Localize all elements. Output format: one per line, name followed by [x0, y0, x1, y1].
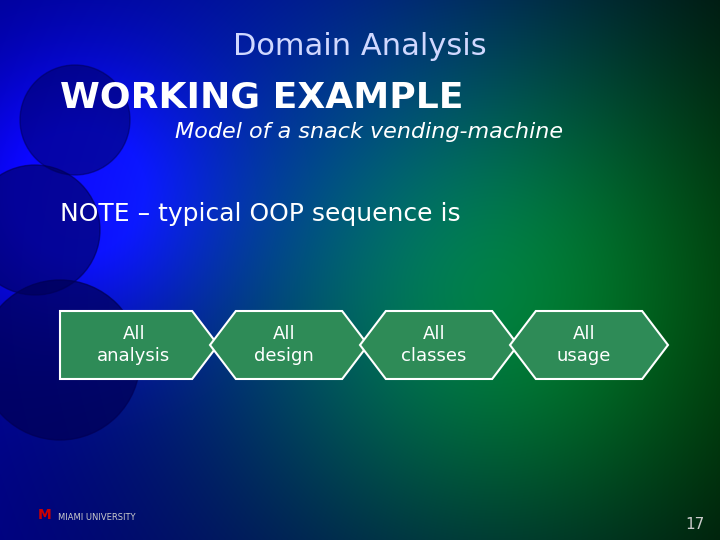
Text: M: M	[38, 508, 52, 522]
Circle shape	[20, 65, 130, 175]
Circle shape	[0, 165, 100, 295]
Text: NOTE – typical OOP sequence is: NOTE – typical OOP sequence is	[60, 202, 461, 226]
Polygon shape	[510, 311, 668, 379]
Polygon shape	[210, 311, 368, 379]
Text: All
analysis: All analysis	[97, 325, 171, 365]
Circle shape	[0, 280, 140, 440]
Text: MIAMI UNIVERSITY: MIAMI UNIVERSITY	[58, 513, 135, 522]
Text: Domain Analysis: Domain Analysis	[233, 32, 487, 61]
Polygon shape	[360, 311, 518, 379]
Text: All
usage: All usage	[557, 325, 611, 365]
Text: All
classes: All classes	[401, 325, 467, 365]
Text: 17: 17	[685, 517, 705, 532]
Text: Model of a snack vending-machine: Model of a snack vending-machine	[175, 122, 563, 142]
Text: All
design: All design	[254, 325, 314, 365]
Text: WORKING EXAMPLE: WORKING EXAMPLE	[60, 80, 464, 114]
Polygon shape	[60, 311, 218, 379]
